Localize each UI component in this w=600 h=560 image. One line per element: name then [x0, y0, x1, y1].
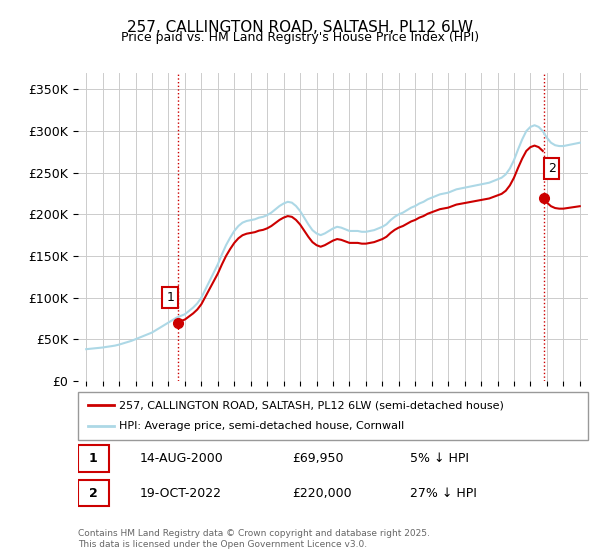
- Text: 1: 1: [89, 452, 98, 465]
- Text: 2: 2: [548, 162, 556, 175]
- Text: £220,000: £220,000: [292, 487, 352, 500]
- Text: 2: 2: [89, 487, 98, 500]
- Text: £69,950: £69,950: [292, 452, 344, 465]
- Text: 5% ↓ HPI: 5% ↓ HPI: [409, 452, 469, 465]
- FancyBboxPatch shape: [78, 445, 109, 472]
- FancyBboxPatch shape: [78, 392, 588, 440]
- Text: Contains HM Land Registry data © Crown copyright and database right 2025.
This d: Contains HM Land Registry data © Crown c…: [78, 529, 430, 549]
- Text: 27% ↓ HPI: 27% ↓ HPI: [409, 487, 476, 500]
- Text: 257, CALLINGTON ROAD, SALTASH, PL12 6LW: 257, CALLINGTON ROAD, SALTASH, PL12 6LW: [127, 20, 473, 35]
- Text: 257, CALLINGTON ROAD, SALTASH, PL12 6LW (semi-detached house): 257, CALLINGTON ROAD, SALTASH, PL12 6LW …: [119, 400, 503, 410]
- Text: 1: 1: [166, 291, 174, 304]
- FancyBboxPatch shape: [78, 480, 109, 506]
- Text: HPI: Average price, semi-detached house, Cornwall: HPI: Average price, semi-detached house,…: [119, 421, 404, 431]
- Text: 14-AUG-2000: 14-AUG-2000: [139, 452, 223, 465]
- Text: Price paid vs. HM Land Registry's House Price Index (HPI): Price paid vs. HM Land Registry's House …: [121, 31, 479, 44]
- Text: 19-OCT-2022: 19-OCT-2022: [139, 487, 221, 500]
